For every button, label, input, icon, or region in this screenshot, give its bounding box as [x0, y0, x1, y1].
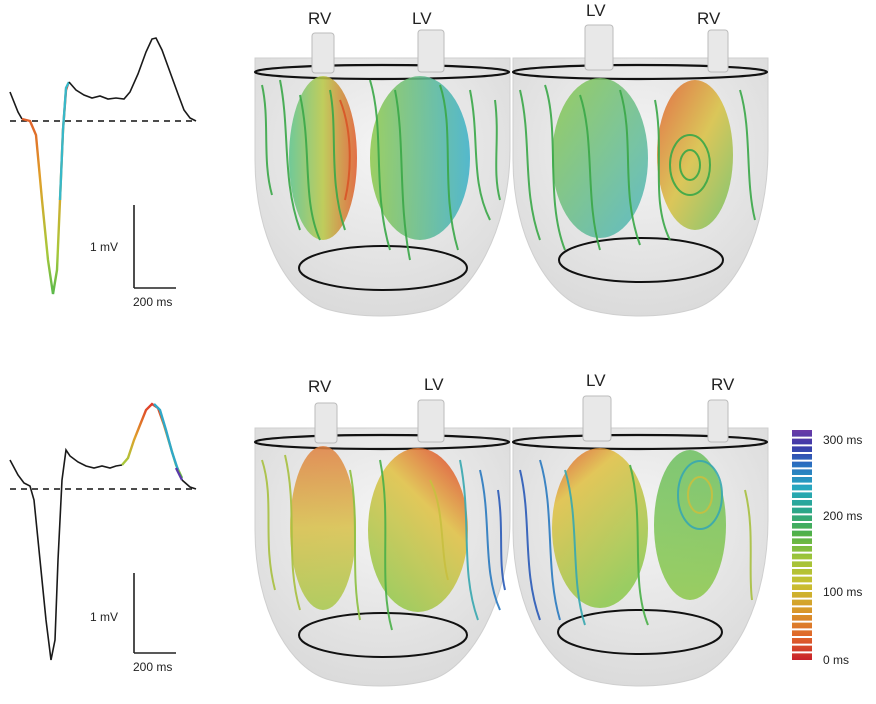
scale-bar: 1 mV 200 ms — [90, 205, 176, 309]
colorbar-label-100: 100 ms — [823, 585, 862, 599]
ecg-panel-top: 1 mV 200 ms — [9, 37, 197, 309]
colorbar-label-0: 0 ms — [823, 653, 849, 667]
label-right: LV — [424, 375, 444, 394]
label-right: RV — [697, 9, 721, 28]
scale-bar: 1 mV 200 ms — [90, 573, 176, 674]
ecg-trace-violet — [174, 467, 184, 481]
isochrone-lines — [519, 84, 756, 251]
basal-ring — [253, 63, 511, 81]
lv-cavity — [552, 24, 648, 238]
heart-bottom-posterior: LV RV — [511, 371, 769, 687]
label-left: LV — [586, 371, 606, 390]
label-left: RV — [308, 377, 332, 396]
ecg-panel-bottom: 1 mV 200 ms — [9, 402, 197, 674]
basal-ring — [511, 433, 769, 451]
ecg-trace-tail — [68, 37, 197, 122]
ecg-trace-colored — [121, 402, 184, 479]
basal-ring — [511, 63, 769, 81]
ecg-trace-cyan — [153, 403, 180, 471]
apical-ring — [298, 245, 468, 291]
lv-cavity — [370, 29, 470, 240]
rv-cavity — [290, 402, 356, 610]
isochrone-lines — [261, 79, 501, 261]
ecg-trace-black — [9, 447, 123, 661]
label-right: RV — [711, 375, 735, 394]
isochrone-lines — [519, 459, 753, 626]
ecg-trace-black — [9, 91, 23, 120]
label-left: LV — [586, 1, 606, 20]
label-right: LV — [412, 9, 432, 28]
basal-ring — [253, 433, 511, 451]
colorbar-label-300: 300 ms — [823, 433, 862, 447]
rv-cavity — [289, 32, 357, 240]
rv-cavity — [657, 29, 733, 230]
heart-top-anterior: RV LV — [253, 9, 511, 317]
heart-top-posterior: LV RV — [511, 1, 769, 317]
amplitude-scale-label: 1 mV — [90, 610, 118, 624]
heart-bottom-anterior: RV LV — [253, 375, 511, 687]
colorbar: 300 ms 200 ms 100 ms 0 ms — [792, 430, 862, 667]
colorbar-segments — [792, 436, 812, 654]
ecg-trace-tail — [181, 479, 197, 490]
ecg-trace-cyan — [58, 81, 71, 201]
time-scale-label: 200 ms — [133, 660, 172, 674]
isochrone-lines — [261, 454, 506, 631]
time-scale-label: 200 ms — [133, 295, 172, 309]
amplitude-scale-label: 1 mV — [90, 240, 118, 254]
colorbar-label-200: 200 ms — [823, 509, 862, 523]
apical-ring — [298, 612, 468, 658]
apical-ring — [558, 237, 724, 283]
label-left: RV — [308, 9, 332, 28]
isochrone-lines-red — [339, 99, 351, 201]
apical-ring — [557, 609, 723, 655]
lv-cavity — [368, 399, 468, 612]
